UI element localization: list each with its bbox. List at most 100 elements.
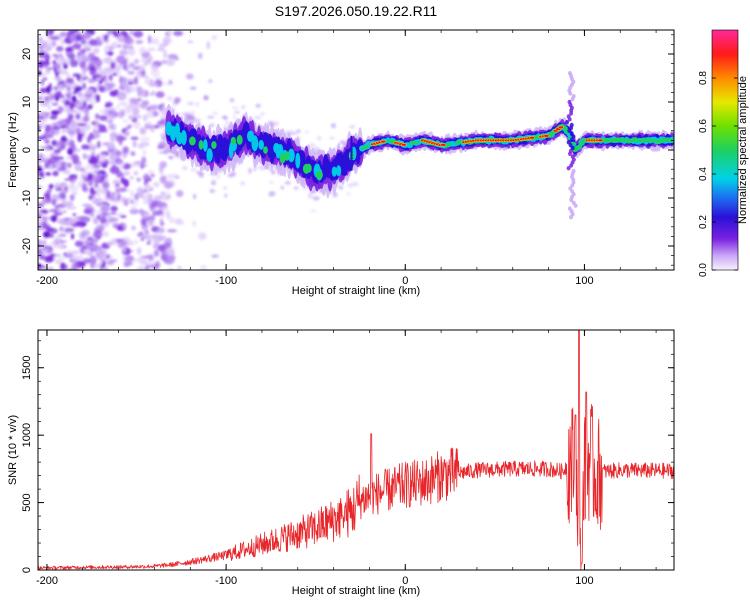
spectrogram-noise-blob <box>160 191 166 197</box>
spectrogram-noise-blob <box>255 104 261 108</box>
spectrogram-noise-blob <box>81 124 92 129</box>
spectrogram-noise-blob <box>62 210 67 214</box>
spectrogram-noise-blob <box>125 132 130 137</box>
spectrogram-ridge <box>165 71 674 220</box>
spectrogram-noise-blob <box>150 38 160 45</box>
spectrogram-noise-blob <box>41 50 46 59</box>
spectrogram-noise-blob <box>74 109 84 115</box>
spectrogram-spike-blob <box>567 71 572 76</box>
spectrogram-ridge-blob <box>206 148 213 162</box>
spectrogram-noise-blob <box>104 78 108 84</box>
snr-ytick-label: 500 <box>21 493 33 511</box>
spectrogram-noise-blob <box>114 191 118 200</box>
spectrogram-noise-blob <box>70 233 75 240</box>
spectrogram-noise-blob <box>144 261 150 266</box>
spectrogram-noise-blob <box>106 260 115 266</box>
spectrogram-noise-blob <box>99 216 107 224</box>
spectrogram-noise-blob <box>109 212 118 215</box>
spectrogram-noise-blob <box>40 115 45 121</box>
spectrogram-noise-blob <box>112 72 118 76</box>
spectrogram-noise-blob <box>173 30 184 36</box>
spectrogram-noise-blob <box>198 171 204 178</box>
spectrogram-noise-blob <box>51 102 59 106</box>
spectrogram-noise-blob <box>51 140 58 146</box>
spectrogram-noise-blob <box>118 212 124 215</box>
spectrogram-noise-blob <box>116 104 120 110</box>
spectrogram-noise-blob <box>165 58 175 66</box>
spectrogram-noise-blob <box>81 32 92 40</box>
spectrogram-noise-blob <box>83 208 93 215</box>
spectrogram-noise-blob <box>94 179 98 188</box>
spectrogram-noise-blob <box>150 173 155 178</box>
spectrogram-noise-blob <box>122 76 127 85</box>
spectrogram-noise-blob <box>127 47 136 56</box>
spectrogram-noise-blob <box>93 170 98 174</box>
spectrogram-noise-blob <box>211 34 218 41</box>
spectrogram-spike-blob <box>567 99 572 105</box>
snr-ytick-label: 1000 <box>21 423 33 447</box>
colorbar-tick-label: 0.0 <box>698 263 709 277</box>
spectrogram-noise-blob <box>88 39 98 46</box>
spectrogram-noise-blob <box>109 157 118 160</box>
spectrogram-noise-blob <box>63 245 67 249</box>
spectrogram-noise-blob <box>347 192 350 196</box>
spectrogram-noise-blob <box>92 197 100 205</box>
spectrogram-noise-blob <box>57 241 63 249</box>
spectrogram-noise-blob <box>73 218 78 223</box>
spectrogram-noise-blob <box>81 42 92 49</box>
spectrogram-noise-blob <box>136 266 146 270</box>
colorbar-label: Normalized spectral amplitude <box>737 76 749 224</box>
spectrogram-xtick-label: -100 <box>215 275 237 287</box>
spectrogram-spike-blob <box>350 135 353 140</box>
spectrogram-noise-blob <box>134 59 140 64</box>
spectrogram-noise-blob <box>351 182 360 187</box>
spectrogram-noise-blob <box>69 102 74 110</box>
spectrogram-spike-blob <box>567 206 572 211</box>
spectrogram-noise-blob <box>139 75 149 78</box>
spectrogram-noise-blob <box>101 163 108 168</box>
spectrogram-noise-blob <box>126 124 133 128</box>
spectrogram-noise-blob <box>52 60 57 64</box>
spectrogram-noise-blob <box>168 156 174 159</box>
spectrogram-noise-blob <box>127 70 135 75</box>
spectrogram-noise-blob <box>151 234 162 241</box>
spectrogram-ridge-blob <box>445 142 452 147</box>
spectrogram-ridge-blob <box>202 139 208 152</box>
spectrogram-noise-blob <box>55 182 63 186</box>
spectrogram-noise-blob <box>232 106 238 110</box>
spectrogram-ridge-blob <box>315 170 323 180</box>
spectrogram-noise-blob <box>310 209 317 212</box>
spectrogram-noise-blob <box>142 201 151 204</box>
spectrogram-noise-blob <box>168 217 175 224</box>
spectrogram-ridge-blob <box>198 140 204 150</box>
spectrogram-noise-blob <box>109 90 119 97</box>
spectrogram-noise-blob <box>144 230 150 234</box>
spectrogram-noise-blob <box>100 153 107 162</box>
colorbar-tick-label: 0.8 <box>698 71 709 85</box>
spectrogram-noise-blob <box>138 67 145 72</box>
spectrogram-noise-blob <box>146 241 151 245</box>
spectrogram-noise-blob <box>182 165 188 171</box>
spectrogram-noise-blob <box>69 58 79 68</box>
spectrogram-noise-blob <box>129 85 135 93</box>
spectrogram-noise-blob <box>108 74 113 82</box>
spectrogram-noise-blob <box>136 187 144 194</box>
spectrogram-noise-blob <box>105 101 113 108</box>
spectrogram-noise-blob <box>79 77 84 85</box>
spectrogram-noise-blob <box>84 89 95 95</box>
spectrogram-noise-blob <box>41 221 48 228</box>
spectrogram-noise-blob <box>88 132 94 140</box>
spectrogram-noise-blob <box>45 86 51 94</box>
spectrogram-noise-blob <box>62 169 69 175</box>
snr-frame <box>37 329 675 571</box>
spectrogram-noise-blob <box>141 233 152 239</box>
spectrogram-noise-blob <box>42 266 50 270</box>
snr-xtick-label: 0 <box>402 575 408 587</box>
spectrogram-ridge-blob <box>236 134 243 145</box>
spectrogram-noise-blob <box>87 78 96 84</box>
spectrogram-ridge-blob <box>251 135 259 152</box>
spectrogram-noise-blob <box>138 209 145 214</box>
spectrogram-noise-blob <box>189 86 197 90</box>
spectrogram-noise-blob <box>147 47 156 51</box>
